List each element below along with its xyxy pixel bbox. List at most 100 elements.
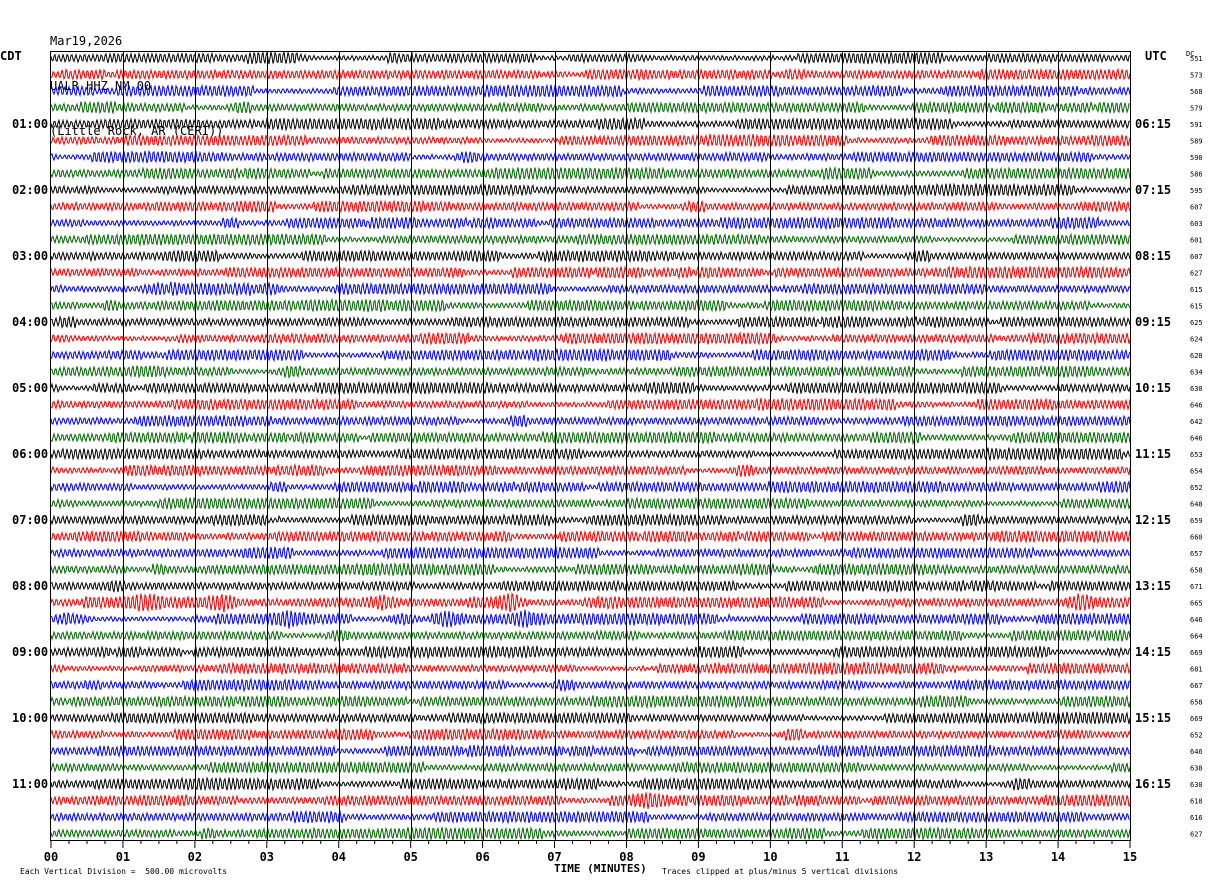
x-tick-label: 07 <box>547 850 561 864</box>
seismic-trace <box>50 743 1131 759</box>
seismic-trace <box>50 496 1131 511</box>
seismic-trace <box>50 397 1131 412</box>
dc-offset-label: 671 <box>1190 583 1203 591</box>
dc-offset-label: 657 <box>1190 550 1203 558</box>
seismic-trace <box>50 447 1131 462</box>
seismic-trace <box>50 314 1131 330</box>
left-hour-labels: 01:00 02:00 03:00 04:00 05:00 06:00 07:00 08:00… <box>12 117 48 791</box>
x-axis-title: TIME (MINUTES) <box>554 862 647 875</box>
dc-offset-label: 652 <box>1190 484 1203 492</box>
seismic-trace <box>50 727 1131 742</box>
left-hour-label: 04:00 <box>12 315 48 329</box>
x-tick-label: 00 <box>44 850 58 864</box>
seismic-trace <box>50 364 1131 379</box>
seismic-trace <box>50 67 1131 82</box>
dc-offset-label: 659 <box>1190 517 1203 525</box>
seismic-trace <box>50 644 1131 660</box>
plot-date: Mar19,2026 <box>50 34 123 48</box>
dc-offset-label: 628 <box>1190 352 1203 360</box>
dc-offset-label: 669 <box>1190 649 1203 657</box>
dc-offset-label: 616 <box>1190 814 1203 822</box>
right-hour-label: 15:15 <box>1135 711 1171 725</box>
x-tick-label: 09 <box>691 850 705 864</box>
x-tick-label: 13 <box>979 850 993 864</box>
right-hour-labels: 06:15 07:15 08:15 09:15 10:15 11:15 12:15 13:15… <box>1135 117 1171 791</box>
seismic-trace <box>50 430 1131 446</box>
dc-offset-label: 627 <box>1190 831 1203 839</box>
dc-offset-label: 646 <box>1190 748 1203 756</box>
dc-offset-label: 665 <box>1190 600 1203 608</box>
seismic-trace <box>50 149 1131 165</box>
scale-note: Each Vertical Division = 500.00 microvol… <box>20 867 228 876</box>
left-hour-label: 09:00 <box>12 645 48 659</box>
seismic-trace <box>50 561 1131 577</box>
dc-offset-label: 591 <box>1190 121 1203 129</box>
x-tick-label: 04 <box>332 850 346 864</box>
seismic-trace <box>50 792 1131 809</box>
dc-offset-label: 624 <box>1190 336 1203 344</box>
left-hour-label: 10:00 <box>12 711 48 725</box>
seismic-trace <box>50 609 1131 629</box>
seismic-trace <box>50 677 1131 693</box>
left-hour-label: 06:00 <box>12 447 48 461</box>
left-hour-label: 08:00 <box>12 579 48 593</box>
left-hour-label: 03:00 <box>12 249 48 263</box>
dc-offset-label: 646 <box>1190 435 1203 443</box>
seismic-trace <box>50 760 1131 775</box>
dc-offset-label: 658 <box>1190 699 1203 707</box>
right-hour-label: 12:15 <box>1135 513 1171 527</box>
dc-offset-label: 627 <box>1190 270 1203 278</box>
dc-offset-label: 615 <box>1190 286 1203 294</box>
x-tick-label: 03 <box>260 850 274 864</box>
dc-offset-label: 664 <box>1190 633 1203 641</box>
dc-offset-label: 658 <box>1190 567 1203 575</box>
right-hour-label: 09:15 <box>1135 315 1171 329</box>
clip-note: Traces clipped at plus/minus 5 vertical … <box>662 867 899 876</box>
dc-offset-label: 646 <box>1190 402 1203 410</box>
seismic-trace <box>50 331 1131 346</box>
seismic-trace <box>50 809 1131 825</box>
seismic-trace <box>50 199 1131 214</box>
x-tick-label: 10 <box>763 850 777 864</box>
left-timezone-label: CDT <box>0 49 22 63</box>
x-tick-label: 11 <box>835 850 849 864</box>
seismic-trace <box>50 463 1131 478</box>
dc-offset-label: 603 <box>1190 220 1203 228</box>
seismic-trace <box>50 264 1131 280</box>
dc-offset-label: 579 <box>1190 105 1203 113</box>
seismic-trace <box>50 628 1131 643</box>
minute-grid <box>123 52 1059 840</box>
x-tick-label: 15 <box>1123 850 1137 864</box>
dc-offset-label: 607 <box>1190 204 1203 212</box>
dc-offset-label: 601 <box>1190 237 1203 245</box>
x-tick-label: 08 <box>619 850 633 864</box>
dc-offset-label: 638 <box>1190 765 1203 773</box>
dc-offset-label: 573 <box>1190 72 1203 80</box>
dc-offset-label: 607 <box>1190 253 1203 261</box>
dc-offset-labels: 551 573 568 579 591 589 590 586 595 607 603 601 607 6… <box>1190 55 1203 839</box>
dc-offset-label: 618 <box>1190 798 1203 806</box>
seismic-trace <box>50 248 1131 264</box>
x-tick-label: 02 <box>188 850 202 864</box>
seismic-trace <box>50 116 1131 132</box>
dc-offset-header: DC <box>1186 50 1195 58</box>
seismic-trace <box>50 100 1131 115</box>
left-hour-label: 01:00 <box>12 117 48 131</box>
dc-offset-label: 551 <box>1190 55 1203 63</box>
seismic-trace <box>50 50 1131 65</box>
seismic-trace <box>50 281 1131 297</box>
dc-offset-label: 648 <box>1190 501 1203 509</box>
dc-offset-label: 615 <box>1190 303 1203 311</box>
seismic-trace <box>50 166 1131 181</box>
dc-offset-label: 669 <box>1190 715 1203 723</box>
x-tick-label: 01 <box>116 850 130 864</box>
seismic-trace <box>50 776 1131 792</box>
seismic-trace <box>50 591 1131 613</box>
seismic-trace <box>50 529 1131 544</box>
right-hour-label: 14:15 <box>1135 645 1171 659</box>
seismic-trace <box>50 512 1131 528</box>
left-hour-label: 05:00 <box>12 381 48 395</box>
right-hour-label: 06:15 <box>1135 117 1171 131</box>
seismic-trace <box>50 347 1131 363</box>
right-hour-label: 13:15 <box>1135 579 1171 593</box>
